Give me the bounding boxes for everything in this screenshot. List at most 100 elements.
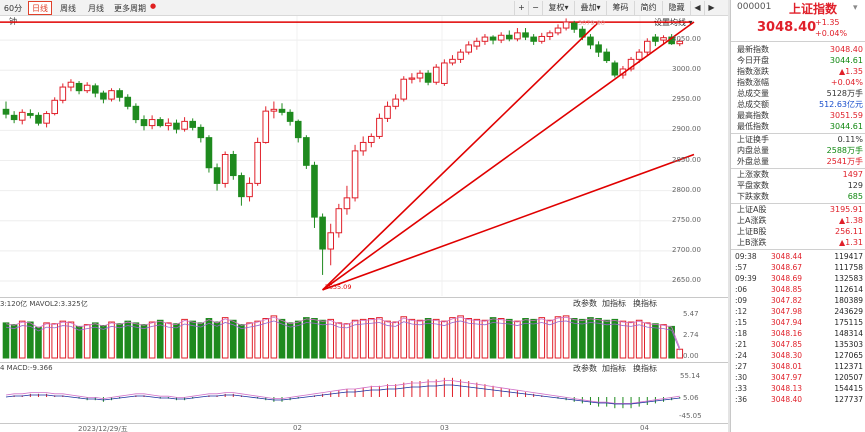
tick-time: :15 — [735, 318, 748, 327]
tab-weekly[interactable]: 周线 — [60, 4, 76, 13]
tick-volume: 175115 — [834, 318, 863, 327]
volume-bar — [351, 319, 359, 359]
tick-price: 3048.85 — [771, 285, 803, 294]
stat-label: 内盘总量 — [737, 146, 769, 155]
candlestick-chart[interactable]: 3079.80 2635.09 — [0, 16, 728, 296]
tick-price: 3047.82 — [771, 296, 803, 305]
candle-body — [270, 108, 278, 112]
candle-body — [335, 208, 343, 234]
candle-body — [229, 153, 237, 177]
stat-row: 总成交量 5128万手 — [737, 88, 863, 99]
tab-monthly[interactable]: 月线 — [88, 4, 104, 13]
volume-bar — [108, 321, 115, 359]
candle-body — [497, 34, 505, 41]
zoom-out-button[interactable]: − — [528, 1, 542, 15]
divider — [731, 168, 865, 169]
tab-more-periods[interactable]: 更多周期 — [114, 4, 146, 13]
prev-arrow-icon[interactable]: ◀ — [690, 1, 704, 15]
stat-label: 今日开盘 — [737, 56, 769, 65]
stat-value: 2541万手 — [826, 157, 863, 166]
candle-body — [311, 164, 318, 218]
volume-bar — [457, 315, 464, 359]
candle-body — [546, 32, 554, 37]
volume-bar — [441, 320, 448, 359]
candle-body — [473, 40, 481, 47]
volume-bar — [165, 322, 172, 359]
tick-volume: 135303 — [834, 340, 863, 349]
volume-bar — [643, 322, 651, 359]
tick-row: :12 3047.98 243629 — [735, 306, 863, 317]
zoom-in-button[interactable]: + — [514, 1, 528, 15]
macd-add-indicator-button[interactable]: 加指标 — [602, 364, 626, 373]
overlay-button[interactable]: 叠加▾ — [574, 1, 606, 15]
stat-label: 平盘家数 — [737, 181, 769, 190]
tick-time: :57 — [735, 263, 748, 272]
macd-switch-indicator-button[interactable]: 换指标 — [633, 364, 657, 373]
divider — [731, 203, 865, 204]
stat-row: 最新指数 3048.40 — [737, 44, 863, 55]
tick-volume: 243629 — [834, 307, 863, 316]
chips-button[interactable]: 筹码 — [606, 1, 634, 15]
candle-body — [181, 120, 188, 130]
tick-volume: 154415 — [834, 384, 863, 393]
candle-body — [384, 105, 391, 119]
volume-bar — [384, 320, 391, 359]
volume-bar — [343, 323, 351, 359]
volume-bar — [262, 318, 270, 359]
candle-body — [100, 92, 107, 100]
volume-bar — [676, 348, 684, 359]
volume-bar — [335, 322, 343, 359]
candle-body — [165, 122, 172, 127]
tick-volume: 127065 — [834, 351, 863, 360]
candle-body — [376, 117, 383, 137]
simple-button[interactable]: 简约 — [634, 1, 662, 15]
volume-bar — [554, 316, 562, 359]
tick-row: 09:39 3048.69 132583 — [735, 273, 863, 284]
stat-label: 上证换手 — [737, 135, 769, 144]
candle-body — [148, 119, 156, 127]
vol-add-indicator-button[interactable]: 加指标 — [602, 299, 626, 308]
volume-bar — [627, 321, 635, 359]
volume-bar — [319, 319, 326, 359]
candle-body — [514, 32, 521, 40]
tick-time: :27 — [735, 362, 748, 371]
volume-bar — [303, 317, 310, 359]
stat-label: 上涨家数 — [737, 170, 769, 179]
tab-60min[interactable]: 60分钟 — [3, 4, 23, 26]
next-arrow-icon[interactable]: ▶ — [704, 1, 718, 15]
volume-bar — [229, 319, 237, 359]
candle-body — [91, 85, 99, 94]
stat-value: 3048.40 — [829, 45, 863, 54]
stat-value: ▲1.31 — [839, 238, 863, 247]
macd-tick-mid: 5.06 — [683, 394, 699, 402]
tab-daily[interactable]: 日线 — [28, 1, 52, 15]
panel-splitter[interactable] — [728, 0, 730, 432]
adjust-button[interactable]: 复权▾ — [542, 1, 574, 15]
candle-body — [676, 40, 684, 45]
tick-time: :33 — [735, 384, 748, 393]
macd-panel-border — [0, 362, 728, 363]
vol-change-params-button[interactable]: 改参数 — [573, 299, 597, 308]
hide-button[interactable]: 隐藏 — [662, 1, 690, 15]
tick-row: :30 3047.97 120507 — [735, 372, 863, 383]
stat-value: 256.11 — [835, 227, 863, 236]
volume-bar — [376, 317, 383, 359]
volume-bar — [652, 323, 659, 359]
candle-body — [408, 77, 416, 80]
dropdown-icon[interactable]: ▾ — [853, 3, 858, 13]
macd-change-params-button[interactable]: 改参数 — [573, 364, 597, 373]
candle-body — [522, 32, 529, 38]
candle-body — [505, 34, 513, 40]
candle-body — [538, 35, 546, 42]
stat-label: 上证B股 — [737, 227, 767, 236]
vol-switch-indicator-button[interactable]: 换指标 — [633, 299, 657, 308]
candle-body — [59, 86, 67, 101]
tick-price: 3047.94 — [771, 318, 803, 327]
macd-dif-line — [5, 380, 680, 404]
tick-volume: 148314 — [834, 329, 863, 338]
stat-value: 3044.61 — [829, 122, 863, 131]
volume-bar — [140, 324, 148, 359]
volume-bar — [205, 318, 213, 359]
stat-label: 指数涨幅 — [737, 78, 769, 87]
tick-time: :09 — [735, 296, 748, 305]
